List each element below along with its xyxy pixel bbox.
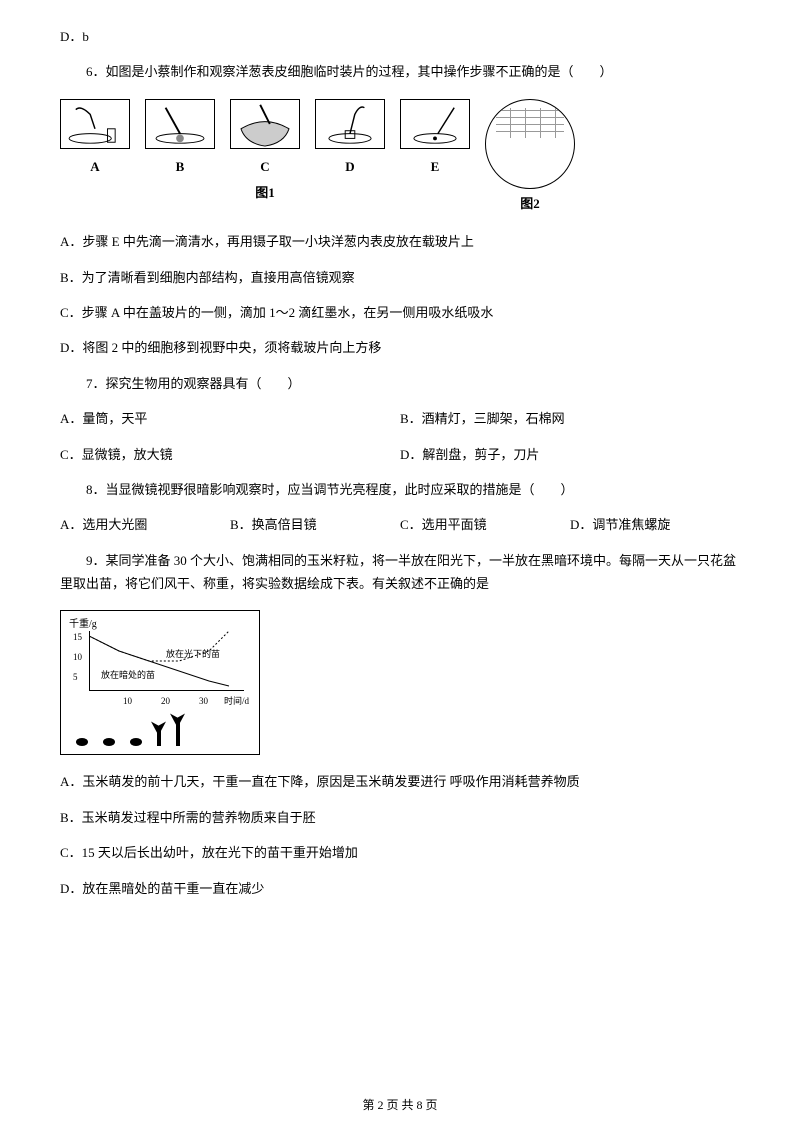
- seed-icon: [103, 738, 115, 746]
- plant-row: [76, 718, 180, 746]
- fig-a-label: A: [90, 155, 99, 178]
- prev-option-d: D．b: [60, 25, 740, 48]
- fig-d-label: D: [345, 155, 354, 178]
- fig-e-icon: [400, 99, 470, 149]
- q8-opt-c: C．选用平面镜: [400, 513, 570, 536]
- q9-opt-b: B．玉米萌发过程中所需的营养物质来自于胚: [60, 806, 740, 829]
- q7-opt-b: B．酒精灯，三脚架，石棉网: [400, 407, 740, 430]
- chart-line1-label: 放在光下的苗: [166, 646, 220, 662]
- fig-b-label: B: [176, 155, 185, 178]
- q8-header: 8．当显微镜视野很暗影响观察时，应当调节光亮程度，此时应采取的措施是（ ）: [60, 478, 740, 501]
- q6-header: 6．如图是小蔡制作和观察洋葱表皮细胞临时装片的过程，其中操作步骤不正确的是（ ）: [60, 60, 740, 83]
- q9-opt-d: D．放在黑暗处的苗干重一直在减少: [60, 877, 740, 900]
- q8-opt-d: D．调节准焦螺旋: [570, 513, 740, 536]
- chart-ytick-5: 5: [73, 669, 78, 685]
- q6-opt-b: B．为了清晰看到细胞内部结构，直接用高倍镜观察: [60, 266, 740, 289]
- q6-opt-d: D．将图 2 中的细胞移到视野中央，须将载玻片向上方移: [60, 336, 740, 359]
- fig-a-icon: [60, 99, 130, 149]
- q8-opt-a: A．选用大光圈: [60, 513, 230, 536]
- q9-opt-a: A．玉米萌发的前十几天，干重一直在下降，原因是玉米萌发要进行 呼吸作用消耗营养物…: [60, 770, 740, 793]
- chart-xlabel: 时间/d: [224, 693, 249, 709]
- fig-b-icon: [145, 99, 215, 149]
- chart-line2-label: 放在暗处的苗: [101, 667, 155, 683]
- q9-chart: 千重/g 15 10 5 放在光下的苗 放在暗处的苗 10 20 30 时间/d: [60, 610, 260, 755]
- q7-opt-c: C．显微镜，放大镜: [60, 443, 400, 466]
- q8-opt-b: B．换高倍目镜: [230, 513, 400, 536]
- fig-circle-icon: [485, 99, 575, 189]
- fig2-label: 图2: [520, 192, 540, 215]
- fig-c-icon: [230, 99, 300, 149]
- chart-xtick-10: 10: [123, 693, 132, 709]
- sprout-icon: [176, 718, 180, 746]
- q7-opt-a: A．量筒，天平: [60, 407, 400, 430]
- fig-c-label: C: [260, 155, 269, 178]
- q7-header: 7．探究生物用的观察器具有（ ）: [60, 372, 740, 395]
- q9-header: 9．某同学准备 30 个大小、饱满相同的玉米籽粒，将一半放在阳光下，一半放在黑暗…: [60, 549, 740, 596]
- q6-opt-c: C．步骤 A 中在盖玻片的一侧，滴加 1～2 滴红墨水，在另一侧用吸水纸吸水: [60, 301, 740, 324]
- seed-icon: [76, 738, 88, 746]
- q9-opt-c: C．15 天以后长出幼叶，放在光下的苗干重开始增加: [60, 841, 740, 864]
- q6-figure: A B C: [60, 99, 740, 215]
- chart-ytick-15: 15: [73, 629, 82, 645]
- seed-icon: [130, 738, 142, 746]
- fig-d-icon: [315, 99, 385, 149]
- chart-xtick-30: 30: [199, 693, 208, 709]
- page-footer: 第 2 页 共 8 页: [0, 1095, 800, 1117]
- chart-ytick-10: 10: [73, 649, 82, 665]
- fig1-label: 图1: [255, 181, 275, 204]
- fig-e-label: E: [431, 155, 440, 178]
- q6-opt-a: A．步骤 E 中先滴一滴清水，再用镊子取一小块洋葱内表皮放在载玻片上: [60, 230, 740, 253]
- q7-opt-d: D．解剖盘，剪子，刀片: [400, 443, 740, 466]
- chart-xtick-20: 20: [161, 693, 170, 709]
- sprout-icon: [157, 726, 161, 746]
